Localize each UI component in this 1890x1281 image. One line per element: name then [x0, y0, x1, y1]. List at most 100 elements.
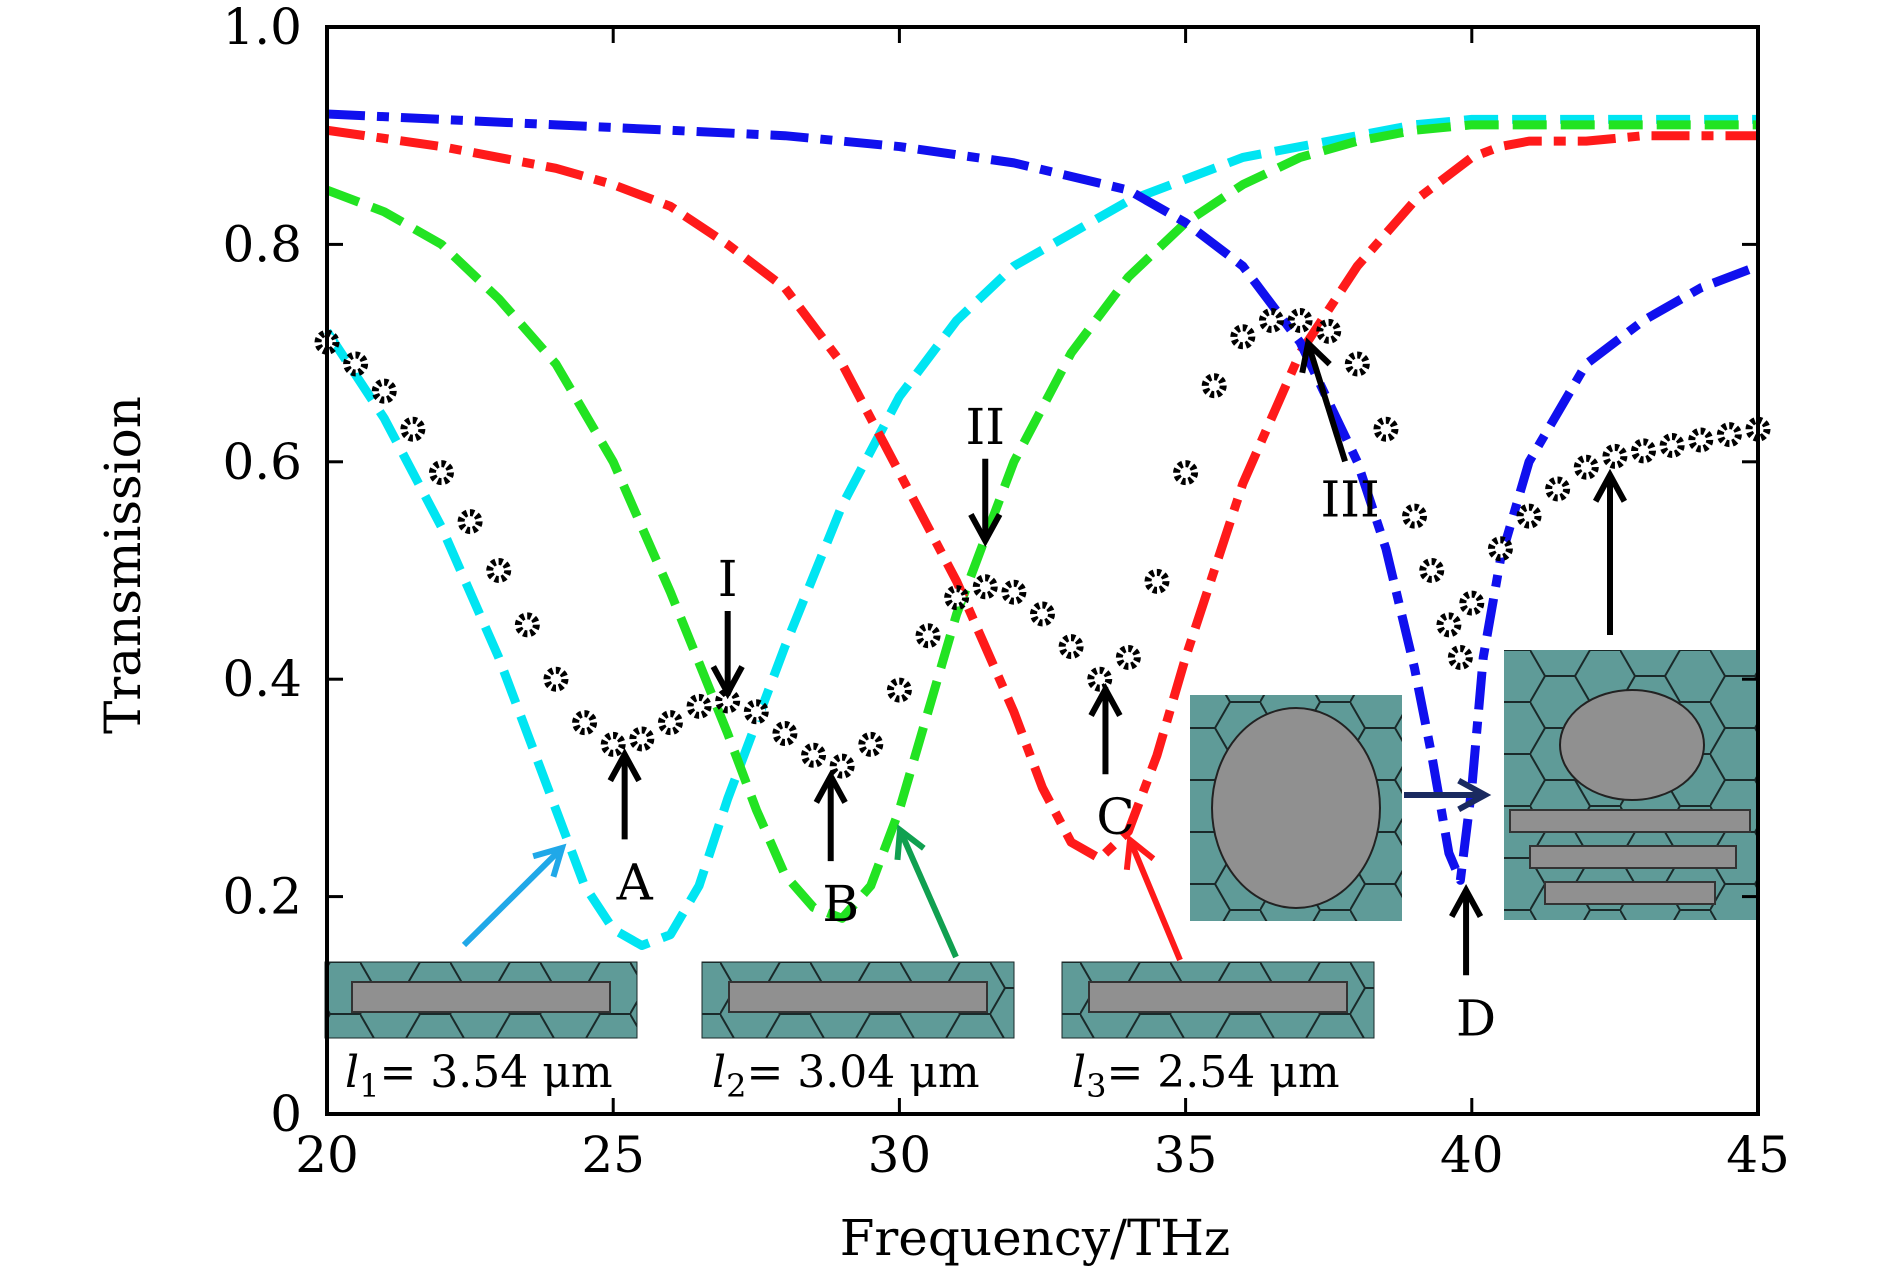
data-point-49: [1659, 432, 1685, 458]
pointer-red-head: [1123, 834, 1156, 871]
inset-label-2: l2= 3.04 μm: [712, 1047, 980, 1105]
inset-combined-rod-3: [1544, 881, 1716, 905]
annotation-b-arrow-head: [813, 769, 848, 804]
data-point-6: [486, 558, 512, 583]
pointer-green-shaft: [897, 828, 959, 959]
annotation-a-arrow-head: [607, 748, 642, 783]
y-tick-label-5: 1.0: [222, 0, 302, 56]
data-point-8: [543, 666, 569, 692]
data-point-24: [1001, 579, 1027, 605]
series-line-blue: [326, 109, 1760, 885]
data-point-4: [428, 460, 454, 486]
data-point-10: [600, 731, 626, 757]
data-point-46: [1573, 454, 1599, 480]
data-point-41: [1447, 644, 1473, 670]
annotation-d-arrow-head: [1449, 884, 1484, 919]
data-point-44: [1516, 503, 1542, 529]
annotation-i-label: I: [718, 550, 738, 608]
data-point-21: [915, 623, 941, 649]
plot-frame: [325, 25, 1760, 1116]
annotation-d-label: D: [1456, 989, 1496, 1047]
x-tick-label-5: 45: [1726, 1126, 1790, 1184]
data-point-26: [1058, 634, 1084, 660]
pointer-cyan-shaft: [461, 845, 565, 948]
annotation-iii-arrow-head: [1299, 337, 1332, 374]
data-point-36: [1344, 351, 1370, 377]
data-point-34: [1287, 307, 1313, 333]
inset-strip-rod-3: [1088, 981, 1348, 1013]
data-point-7: [514, 612, 540, 638]
y-tick-label-1: 0.2: [222, 868, 302, 926]
y-axis-title: Transmission: [94, 396, 152, 734]
inset-strip-rod-2: [728, 981, 988, 1013]
data-point-50: [1688, 427, 1714, 453]
inset-combined-disk: [1559, 689, 1705, 801]
inset-label-3: l3= 2.54 μm: [1072, 1047, 1340, 1105]
x-tick-label-1: 25: [581, 1126, 645, 1184]
data-point-1: [343, 351, 369, 377]
data-point-48: [1631, 438, 1657, 464]
data-point-9: [572, 710, 598, 736]
x-axis-title: Frequency/THz: [840, 1209, 1231, 1267]
structure-insets: l1= 3.54 μm l2= 3.04 μm l3= 2.54 μm: [324, 650, 1758, 1105]
data-point-17: [801, 742, 827, 768]
data-point-32: [1230, 324, 1256, 350]
series-layer: [323, 109, 1760, 951]
data-point-22: [944, 585, 970, 611]
inset-combined-rod-2: [1529, 845, 1737, 869]
data-point-13: [686, 693, 712, 719]
annotation-ii-label: II: [966, 398, 1006, 456]
data-point-40: [1436, 612, 1462, 638]
inset-disk: [1211, 707, 1381, 909]
y-tick-label-2: 0.4: [222, 650, 302, 708]
data-point-51: [1716, 422, 1742, 448]
x-tick-label-2: 30: [868, 1126, 932, 1184]
data-point-43: [1487, 536, 1513, 562]
data-point-5: [457, 509, 483, 535]
data-point-42: [1459, 590, 1485, 616]
data-point-39: [1419, 558, 1445, 583]
inset-label-1: l1= 3.54 μm: [345, 1047, 613, 1105]
annotation-c-arrow-head: [1088, 682, 1123, 717]
pointer-navy-head: [1457, 777, 1492, 813]
data-point-37: [1373, 416, 1399, 442]
data-point-31: [1201, 373, 1227, 399]
pointer-green-head: [894, 824, 926, 861]
annotation-iii-arrow-shaft: [1305, 342, 1348, 463]
inset-combined-rod-1: [1509, 809, 1751, 833]
series-line-red: [326, 125, 1758, 864]
data-point-2: [371, 378, 397, 404]
data-point-28: [1115, 644, 1141, 670]
annotation-i-arrow-head: [710, 665, 745, 700]
data-point-38: [1402, 503, 1428, 529]
y-tick-label-4: 0.8: [222, 215, 302, 273]
data-point-25: [1030, 601, 1055, 627]
data-point-30: [1173, 460, 1199, 486]
data-point-23: [972, 574, 998, 600]
data-point-15: [743, 699, 769, 725]
data-point-29: [1144, 568, 1170, 594]
pointer-cyan-head: [532, 843, 567, 878]
data-point-35: [1316, 318, 1342, 344]
data-point-11: [629, 726, 655, 752]
x-tick-label-3: 35: [1154, 1126, 1218, 1184]
data-point-20: [886, 677, 912, 703]
series-line-cyan: [323, 114, 1758, 951]
data-point-3: [400, 416, 426, 442]
data-point-12: [657, 710, 683, 736]
data-point-18: [829, 753, 855, 779]
y-tick-label-0: 0: [270, 1085, 302, 1143]
annotation-b-label: B: [822, 875, 859, 933]
inset-strip-rod-1: [351, 981, 611, 1013]
x-tick-label-0: 20: [295, 1126, 359, 1184]
x-tick-label-4: 40: [1440, 1126, 1504, 1184]
annotation-ii-arrow-head: [968, 512, 1003, 548]
data-point-19: [858, 731, 884, 757]
data-point-47: [1602, 443, 1628, 469]
series-line-green: [325, 120, 1758, 923]
annotation-iii-label: III: [1320, 470, 1379, 528]
data-point-45: [1545, 476, 1571, 502]
